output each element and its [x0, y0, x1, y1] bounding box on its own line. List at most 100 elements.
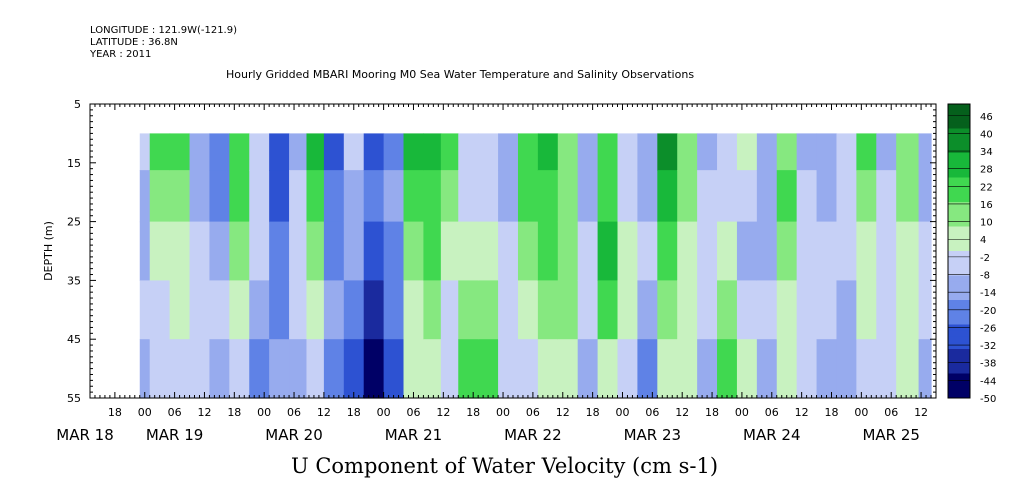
heatmap-cell	[517, 170, 539, 223]
colorbar-segment	[948, 189, 970, 197]
x-hour-label: 12	[675, 406, 689, 419]
heatmap-cell	[289, 280, 308, 340]
heatmap-cell	[776, 221, 798, 281]
x-hour-label: 18	[705, 406, 719, 419]
heatmap-cell	[736, 221, 758, 281]
heatmap-cell	[537, 170, 559, 223]
heatmap-cell	[440, 280, 459, 340]
heatmap-cell	[169, 133, 191, 171]
heatmap-cell	[403, 221, 425, 281]
colorbar-tick-label: -38	[980, 359, 996, 370]
heatmap-cell	[269, 221, 290, 281]
heatmap-cell	[597, 339, 619, 399]
heatmap-cell	[796, 133, 818, 171]
colorbar-segment	[948, 251, 970, 258]
heatmap-cell	[517, 339, 539, 399]
heatmap-cell	[816, 170, 838, 223]
colorbar-tick-label: -44	[980, 376, 996, 387]
x-hour-label: 12	[795, 406, 809, 419]
heatmap-cell	[736, 170, 758, 223]
colorbar-segment	[948, 104, 970, 111]
heatmap-cell	[677, 170, 698, 223]
heatmap-cell	[557, 221, 579, 281]
heatmap-cell	[617, 221, 639, 281]
heatmap-cell	[876, 339, 897, 399]
heatmap-cell	[537, 339, 559, 399]
x-hour-label: 18	[586, 406, 600, 419]
heatmap-cell	[836, 280, 857, 340]
heatmap-cell	[383, 339, 405, 399]
heatmap-cell	[269, 339, 290, 399]
y-tick-label: 35	[67, 274, 81, 287]
x-date-label: MAR 20	[265, 426, 322, 444]
heatmap-cell	[249, 339, 270, 399]
heatmap-cell	[189, 280, 211, 340]
colorbar-tick-label: 40	[980, 129, 993, 140]
heatmap-cell	[617, 339, 639, 399]
heatmap-cell	[617, 170, 639, 223]
heatmap-cell	[577, 280, 599, 340]
x-hour-label: 18	[347, 406, 361, 419]
heatmap-cell	[306, 170, 325, 223]
heatmap-cell	[796, 280, 818, 340]
colorbar-segment	[948, 324, 970, 332]
heatmap-cell	[403, 133, 425, 171]
x-hour-label: 12	[436, 406, 450, 419]
x-hour-label: 00	[615, 406, 629, 419]
heatmap-cell	[363, 280, 385, 340]
x-hour-label: 06	[287, 406, 301, 419]
colorbar-segment	[948, 122, 970, 130]
colorbar-segment	[948, 275, 970, 283]
colorbar-segment	[948, 349, 970, 356]
heatmap-cell	[343, 170, 365, 223]
heatmap-cell	[139, 339, 151, 399]
heatmap-cell	[478, 133, 499, 171]
year-label: YEAR : 2011	[90, 49, 152, 60]
colorbar-tick-label: -14	[980, 288, 996, 299]
colorbar-segment	[948, 238, 970, 246]
heatmap-cell	[657, 133, 678, 171]
heatmap-cell	[169, 339, 191, 399]
colorbar-segment	[948, 293, 970, 301]
heatmap-cell	[289, 170, 308, 223]
heatmap-cell	[249, 170, 270, 223]
heatmap-cell	[343, 133, 365, 171]
x-hour-label: 06	[645, 406, 659, 419]
colorbar-segment	[948, 171, 970, 179]
heatmap-cell	[423, 339, 442, 399]
heatmap-cell	[756, 280, 778, 340]
heatmap-cell	[289, 221, 308, 281]
heatmap-cell	[896, 170, 920, 223]
heatmap-cell	[717, 133, 738, 171]
heatmap-cell	[363, 133, 385, 171]
heatmap-cell	[697, 170, 718, 223]
x-hour-label: 12	[197, 406, 211, 419]
heatmap-cell	[139, 133, 151, 171]
heatmap-cell	[637, 280, 658, 340]
heatmap-cell	[517, 221, 539, 281]
colorbar-segment	[948, 385, 970, 393]
heatmap-cell	[597, 221, 619, 281]
heatmap-cell	[856, 339, 877, 399]
colorbar-segment	[948, 361, 970, 368]
heatmap-cell	[776, 339, 798, 399]
colorbar-segment	[948, 116, 970, 123]
heatmap-cell	[776, 133, 798, 171]
heatmap-cell	[736, 339, 758, 399]
y-tick-label: 55	[67, 392, 81, 405]
heatmap-cell	[458, 280, 479, 340]
heatmap-cell	[189, 339, 211, 399]
colorbar-segment	[948, 177, 970, 185]
heatmap-cell	[440, 170, 459, 223]
heatmap-cell	[139, 221, 151, 281]
heatmap-cell	[229, 339, 250, 399]
x-date-label: MAR 23	[624, 426, 681, 444]
y-tick-label: 45	[67, 333, 81, 346]
colorbar: 46 40 34 28 22 16 10 4 -2 -8 -14 -20 -26 -32 -38 -44 -50	[947, 103, 996, 405]
heatmap-cell	[149, 133, 171, 171]
x-hour-label: 00	[138, 406, 152, 419]
heatmap-cell	[756, 133, 778, 171]
heatmap-cell	[149, 339, 171, 399]
heatmap-cell	[478, 221, 499, 281]
x-hour-label: 18	[466, 406, 480, 419]
